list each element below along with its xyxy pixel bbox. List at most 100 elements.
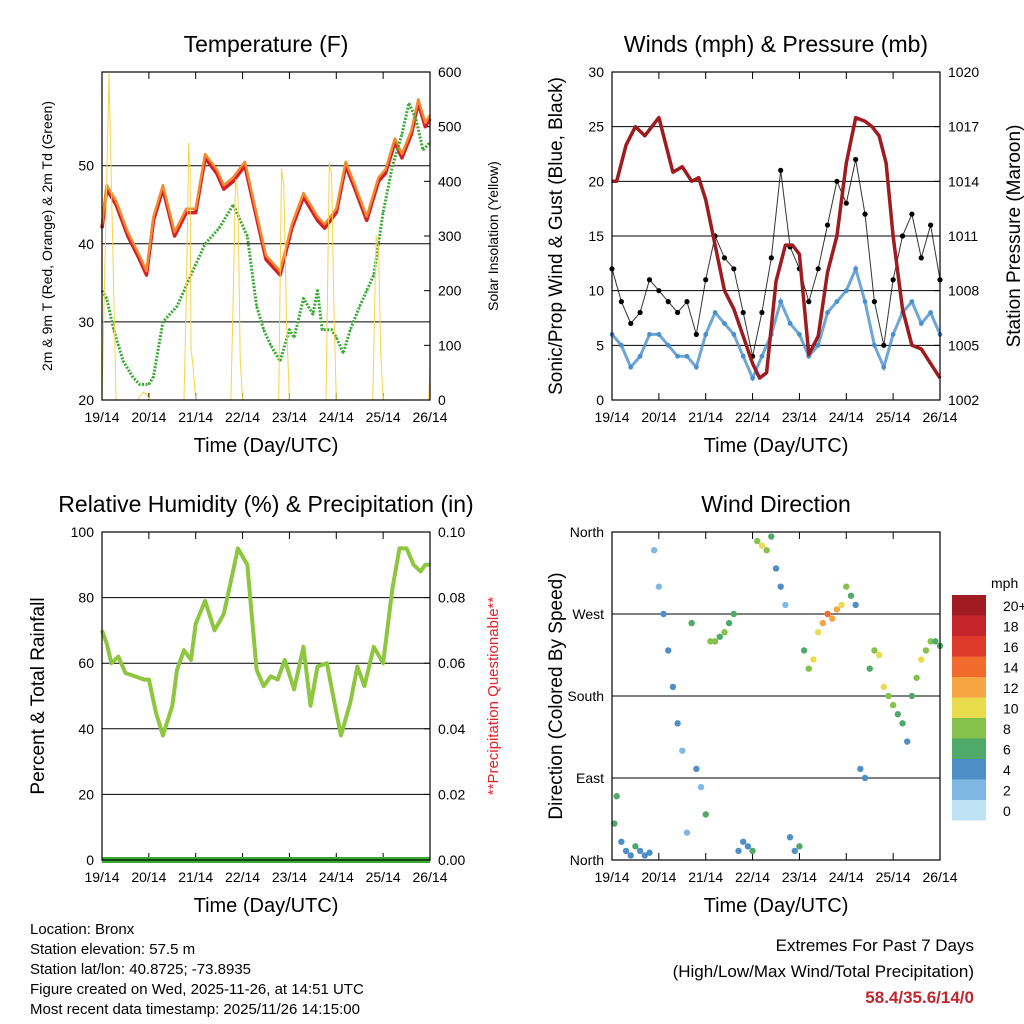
- temperature-series-point: [173, 235, 176, 237]
- direction-point: [857, 765, 864, 773]
- winds-series-point: [615, 180, 618, 183]
- winds-xtick-label: 25/14: [876, 409, 911, 425]
- direction-xtick-label: 25/14: [876, 869, 911, 885]
- direction-point: [650, 547, 658, 554]
- direction-point: [922, 647, 930, 654]
- temperature-series-point: [358, 305, 361, 308]
- winds-series-point: [798, 253, 801, 256]
- direction-point: [679, 747, 686, 754]
- direction-point: [829, 615, 836, 622]
- temperature-series-2m-t: [100, 101, 432, 277]
- temperature-series-point: [232, 296, 234, 299]
- direction-point: [833, 606, 841, 613]
- direction-ytick-label: West: [572, 606, 604, 622]
- direction-point: [665, 647, 672, 654]
- temperature-series-point: [316, 215, 319, 218]
- temperature-series-point: [377, 176, 380, 179]
- temperature-series-point: [269, 344, 272, 347]
- winds-series-point: [625, 144, 627, 146]
- colorbar-level-label: 18: [1003, 619, 1019, 635]
- winds-series-point: [758, 377, 761, 379]
- winds-series-point: [733, 308, 735, 310]
- temperature-xtick-label: 25/14: [366, 409, 401, 425]
- temperature-xtick-label: 22/14: [225, 409, 260, 425]
- temperature-series-point: [293, 336, 295, 339]
- direction-point: [805, 665, 812, 672]
- winds-y2tick-label: 1002: [948, 392, 979, 408]
- temperature-series-point: [302, 192, 305, 194]
- humidity-series-point: [302, 646, 305, 648]
- winds-title: Winds (mph) & Pressure (mb): [624, 31, 928, 57]
- temperature-series-point: [126, 231, 129, 233]
- direction-point: [918, 656, 925, 663]
- direction-point: [763, 547, 770, 554]
- direction-point: [894, 711, 902, 718]
- humidity-xtick-label: 26/14: [412, 869, 447, 885]
- direction-xtick-label: 21/14: [688, 869, 723, 885]
- direction-point: [847, 592, 855, 599]
- temperature-series-point: [162, 184, 164, 187]
- temperature-series-point: [375, 235, 377, 237]
- direction-point: [611, 820, 618, 827]
- winds-y2tick-label: 1008: [948, 283, 979, 299]
- winds-wind-line: [610, 264, 942, 382]
- direction-point: [866, 665, 873, 672]
- direction-point: [782, 601, 789, 609]
- winds-series-point: [665, 144, 667, 146]
- temperature-series-point: [290, 223, 293, 226]
- direction-point: [786, 834, 794, 841]
- direction-point: [880, 683, 887, 691]
- winds-ytick-label: 20: [588, 173, 604, 189]
- colorbar-swatch: [952, 595, 986, 616]
- direction-point: [800, 647, 808, 654]
- winds-series-point: [864, 120, 866, 122]
- temperature-series-point: [335, 336, 338, 339]
- temperature-series-point: [204, 153, 206, 155]
- temperature-series-point: [218, 227, 220, 229]
- humidity-ytick-label: 80: [78, 590, 94, 606]
- temperature-series-point: [265, 258, 267, 261]
- humidity-series-point: [363, 685, 366, 687]
- direction-xlabel: Time (Day/UTC): [704, 895, 849, 917]
- humidity-series-point: [412, 564, 415, 566]
- humidity-series-point: [419, 570, 422, 573]
- direction-point: [725, 619, 733, 627]
- station-latlon: Station lat/lon: 40.8725; -73.8935: [30, 961, 252, 978]
- temperature-series-point: [105, 297, 108, 300]
- winds-series-point: [651, 125, 653, 128]
- temperature-series-point: [410, 129, 413, 132]
- colorbar-swatch: [952, 677, 986, 698]
- winds-ytick-label: 15: [588, 228, 604, 244]
- temperature-series-point: [344, 161, 347, 163]
- direction-point: [716, 633, 723, 640]
- extremes-subtitle: (High/Low/Max Wind/Total Precipitation): [672, 962, 974, 981]
- colorbar-level-label: 2: [1003, 783, 1011, 799]
- colorbar-level-label: 12: [1003, 680, 1019, 696]
- temperature-series-point: [302, 297, 305, 300]
- colorbar-swatch: [952, 738, 986, 759]
- temperature-ylabel: 2m & 9m T (Red, Orange) & 2m Td (Green): [39, 101, 55, 371]
- direction-point: [613, 793, 620, 800]
- temperature-y2tick-label: 500: [438, 119, 462, 135]
- temperature-series-point: [422, 149, 424, 151]
- temperature-series-point: [323, 223, 326, 226]
- colorbar-swatch: [952, 779, 986, 800]
- humidity-y2tick-label: 0.04: [438, 721, 465, 737]
- winds-ytick-label: 25: [588, 119, 604, 135]
- temperature-series-point: [232, 180, 234, 183]
- winds-series-point: [784, 244, 787, 246]
- winds-series-point: [658, 116, 660, 119]
- temperature-series-point: [148, 383, 150, 386]
- temperature-series-point: [122, 360, 124, 362]
- winds-series-point: [690, 180, 693, 183]
- temperature-y2tick-label: 100: [438, 337, 462, 353]
- temperature-ytick-label: 30: [78, 314, 94, 330]
- temperature-series-point: [142, 391, 145, 394]
- temperature-series-point: [312, 313, 314, 315]
- humidity-series-point: [110, 662, 113, 664]
- temperature-series-point: [280, 168, 283, 171]
- winds-series-point: [723, 289, 726, 292]
- humidity-xtick-label: 22/14: [225, 869, 260, 885]
- temperature-series-point: [401, 157, 403, 159]
- direction-ytick-label: North: [570, 524, 604, 540]
